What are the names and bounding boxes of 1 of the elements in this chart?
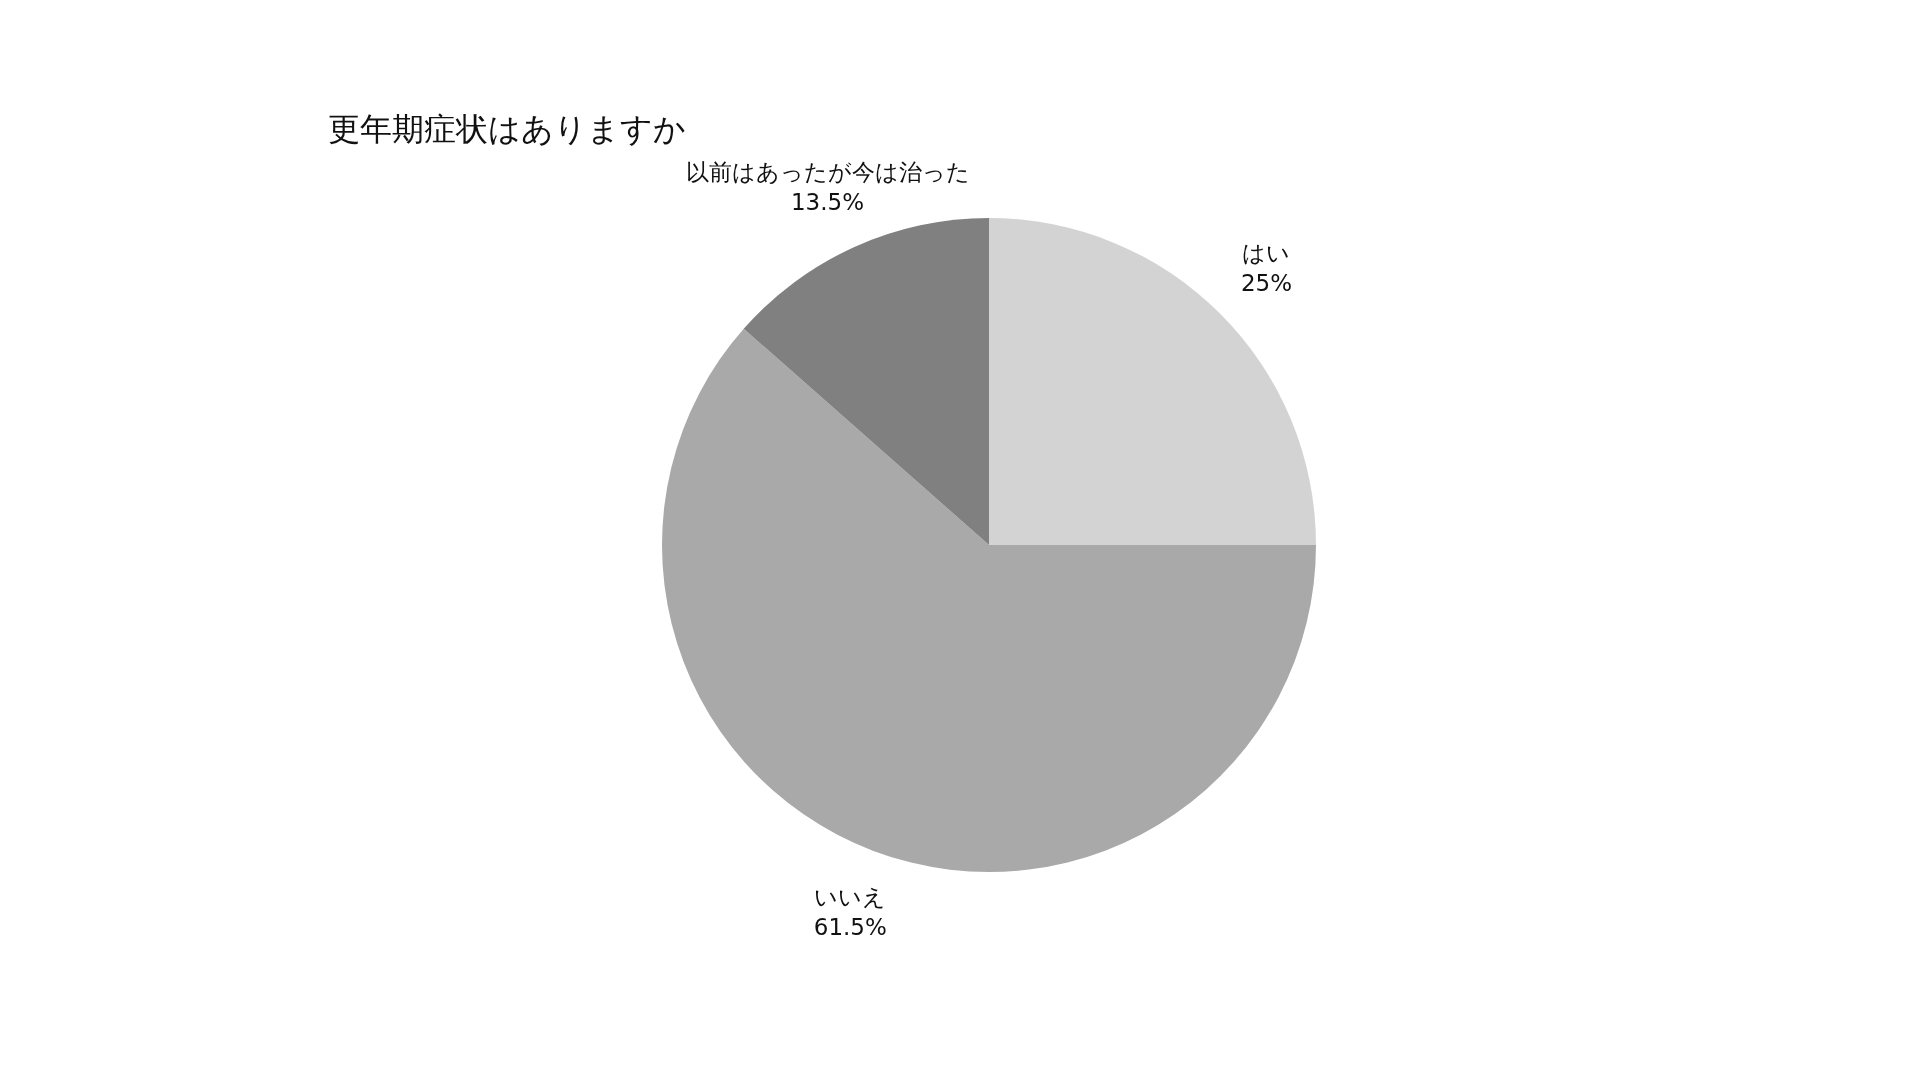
- title: 更年期症状はありますか: [328, 110, 686, 148]
